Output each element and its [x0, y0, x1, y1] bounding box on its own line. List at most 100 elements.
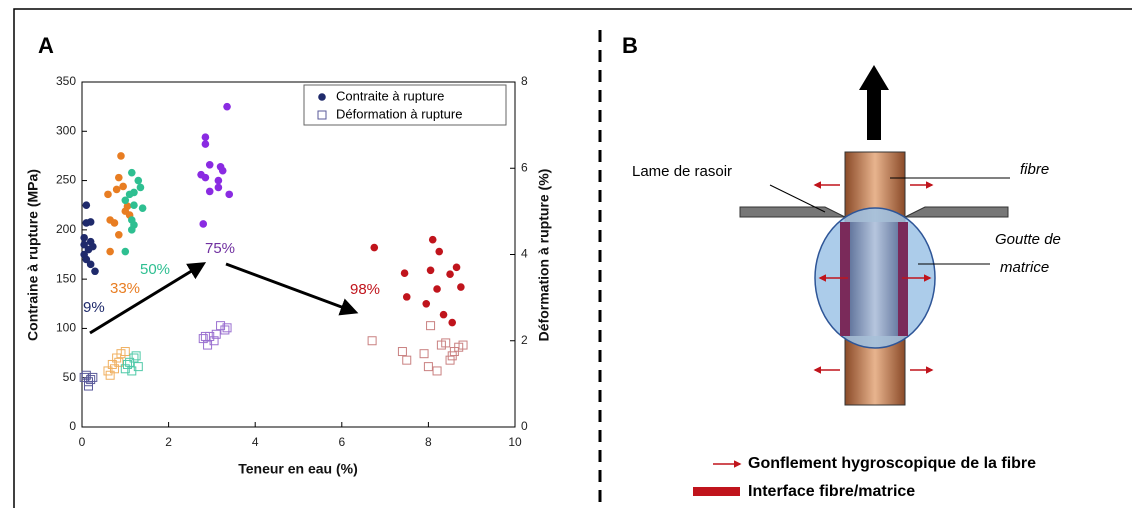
legend-label: Déformation à rupture [336, 106, 462, 121]
interface [898, 222, 908, 336]
data-point [86, 260, 95, 269]
leader-line [769, 184, 826, 213]
data-point [397, 347, 407, 357]
annotation: 33% [110, 280, 140, 297]
data-point [134, 176, 143, 185]
trend-arrow [225, 262, 359, 316]
pull-arrow-head [859, 65, 889, 90]
swelling-arrows [813, 181, 934, 374]
data-point [435, 247, 444, 256]
data-point [402, 355, 412, 365]
pull-arrow-shaft [867, 88, 881, 140]
data-point [129, 353, 139, 363]
y-tick-label: 250 [56, 173, 76, 187]
legend-label: Gonflement hygroscopique de la fibre [748, 455, 1036, 472]
data-point [422, 299, 431, 308]
data-point [432, 366, 442, 376]
data-point [201, 133, 210, 141]
data-point [86, 218, 95, 226]
data-point [79, 372, 89, 382]
data-point [426, 321, 436, 331]
data-point [446, 270, 454, 279]
data-point [211, 329, 221, 339]
data-point [104, 190, 112, 199]
data-point [448, 318, 457, 327]
legend-marker [317, 110, 327, 120]
data-point [131, 351, 141, 361]
data-point [83, 381, 93, 391]
data-point [400, 269, 409, 278]
data-point [402, 293, 411, 301]
data-point [201, 173, 210, 182]
data-point [121, 247, 130, 256]
data-point [130, 201, 138, 210]
data-point [80, 250, 88, 259]
data-point [439, 310, 448, 319]
data-point [80, 233, 88, 242]
y2-tick-label: 6 [521, 160, 528, 174]
fibre-label: fibre [1020, 161, 1049, 178]
data-point [222, 323, 232, 333]
plot-frame [81, 81, 516, 428]
data-point [115, 230, 123, 239]
data-point [117, 152, 125, 160]
data-point [218, 166, 227, 175]
data-point [136, 183, 145, 192]
x-tick-label: 8 [425, 435, 432, 449]
y-tick-label: 350 [56, 74, 76, 88]
x-tick-label: 4 [252, 435, 259, 449]
data-point [115, 173, 123, 182]
data-point [423, 362, 433, 372]
data-point [209, 336, 219, 346]
data-point [138, 204, 147, 212]
x-tick-label: 10 [508, 435, 522, 449]
data-point [225, 190, 234, 199]
data-point [106, 247, 114, 256]
data-point [114, 357, 124, 367]
panel-a: A Teneur en eau (%) Contraine à rupture … [25, 33, 552, 477]
data-point [112, 185, 121, 194]
data-point [419, 349, 429, 359]
drop-label: Goutte de [995, 231, 1061, 248]
data-point [433, 285, 441, 293]
annotation: 98% [350, 281, 380, 298]
y2-axis-label: Déformation à rupture (%) [536, 169, 552, 342]
legend-label: Interface fibre/matrice [748, 483, 915, 500]
panel-label: B [622, 33, 638, 58]
legend-label: Contraite à rupture [336, 88, 444, 103]
legend-box [303, 84, 507, 126]
panel-b: B Lame de rasoir fibre Goutte de matrice… [622, 33, 1061, 500]
x-tick-label: 0 [79, 435, 86, 449]
data-point [205, 187, 214, 196]
panel-label: A [38, 33, 54, 58]
y-tick-label: 100 [56, 321, 76, 335]
data-point [428, 235, 437, 244]
data-point [200, 331, 210, 341]
data-point [370, 243, 379, 252]
data-point [223, 102, 231, 111]
data-point [82, 201, 91, 210]
y2-tick-label: 8 [521, 74, 528, 88]
data-point [88, 372, 98, 382]
data-point [201, 140, 210, 148]
y2-tick-label: 2 [521, 333, 528, 347]
y-tick-label: 200 [56, 222, 76, 236]
annotation: 75% [205, 240, 235, 257]
data-point [110, 219, 119, 227]
y-tick-label: 0 [69, 419, 76, 433]
drop-label: matrice [1000, 259, 1049, 276]
y2-tick-label: 0 [521, 419, 528, 433]
y-axis-label: Contraine à rupture (MPa) [25, 169, 41, 341]
data-point [441, 338, 451, 348]
data-point [214, 183, 223, 192]
data-point [91, 267, 99, 276]
data-point [127, 168, 136, 177]
data-point [426, 266, 435, 275]
data-point [121, 196, 130, 205]
fibre-in-droplet [847, 222, 903, 336]
data-point [205, 161, 214, 169]
data-point [86, 375, 96, 385]
y-tick-label: 150 [56, 271, 76, 285]
legend-marker [318, 93, 326, 101]
